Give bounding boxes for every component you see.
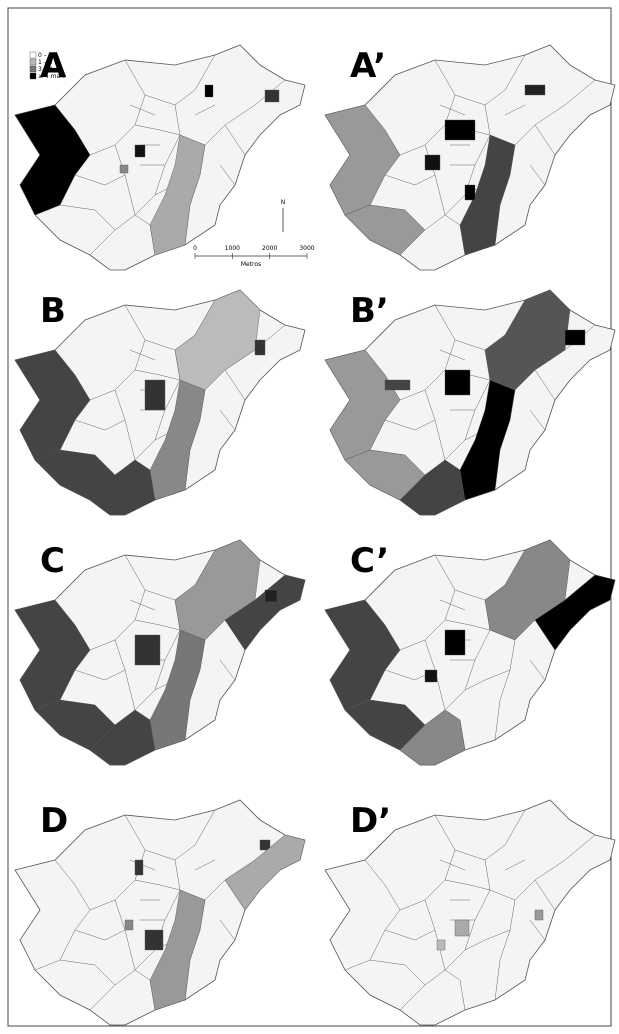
map-panel: C’ bbox=[325, 540, 615, 765]
map-panel: D’ bbox=[325, 800, 615, 1025]
region bbox=[565, 330, 585, 345]
region bbox=[425, 670, 437, 682]
legend-label: 0 – 1 bbox=[38, 52, 53, 59]
region bbox=[465, 185, 475, 200]
region bbox=[385, 380, 410, 390]
region bbox=[445, 370, 470, 395]
region bbox=[205, 85, 213, 97]
region bbox=[437, 940, 445, 950]
region bbox=[525, 85, 545, 95]
region bbox=[255, 340, 265, 355]
region bbox=[445, 630, 465, 655]
scale-unit: Metros bbox=[241, 261, 261, 268]
north-label: N bbox=[281, 199, 286, 206]
region bbox=[535, 910, 543, 920]
region bbox=[145, 380, 165, 410]
scale-label: 1000 bbox=[225, 245, 240, 252]
panel-label: D bbox=[40, 801, 68, 841]
scale-label: 2000 bbox=[262, 245, 277, 252]
region bbox=[425, 155, 440, 170]
map-panel: B’ bbox=[325, 290, 615, 515]
legend-label: ≥ 4 mais bbox=[38, 73, 65, 80]
region bbox=[445, 120, 475, 140]
panel-label: A’ bbox=[350, 46, 386, 86]
map-panel: B bbox=[15, 290, 305, 515]
legend-label: 3 – 4 bbox=[38, 66, 53, 73]
region bbox=[135, 860, 143, 875]
legend-swatch bbox=[30, 66, 36, 72]
region bbox=[455, 920, 469, 936]
legend-swatch bbox=[30, 52, 36, 58]
scale-label: 0 bbox=[193, 245, 197, 252]
map-panel: A’ bbox=[325, 45, 615, 270]
map-panel: D bbox=[15, 800, 305, 1025]
panel-label: B’ bbox=[350, 291, 389, 331]
panel-label: D’ bbox=[350, 801, 391, 841]
region bbox=[120, 165, 128, 173]
figure: AA’BB’CC’DD’ 0 – 11 – 33 – 4≥ 4 mais0100… bbox=[0, 0, 619, 1034]
region bbox=[265, 90, 279, 102]
region bbox=[265, 590, 277, 602]
panel-label: C bbox=[40, 541, 65, 581]
panel-label: C’ bbox=[350, 541, 389, 581]
legend-label: 1 – 3 bbox=[38, 59, 53, 66]
legend-swatch bbox=[30, 73, 36, 79]
panel-label: B bbox=[40, 291, 66, 331]
map-panel: C bbox=[15, 540, 305, 765]
scale-bar: 0 1000 2000 3000 Metros bbox=[193, 245, 315, 268]
legend-swatch bbox=[30, 59, 36, 65]
region bbox=[135, 635, 160, 665]
scale-label: 3000 bbox=[299, 245, 314, 252]
region bbox=[135, 145, 145, 157]
region bbox=[125, 920, 133, 930]
region bbox=[145, 930, 163, 950]
